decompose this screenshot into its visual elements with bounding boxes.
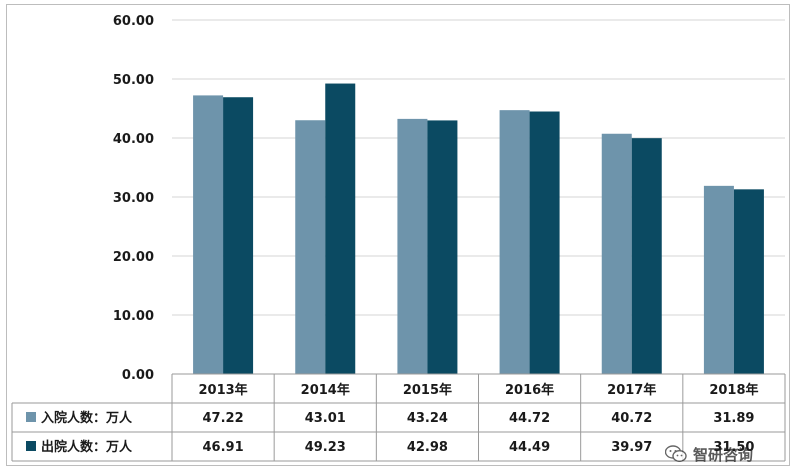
watermark-text: 智研咨询 (693, 445, 754, 464)
x-tick-label: 2015年 (403, 382, 452, 398)
data-label: 40.72 (611, 411, 652, 426)
legend-swatch (26, 441, 36, 451)
legend-label: 入院人数：万人 (41, 410, 133, 426)
data-label: 43.01 (305, 411, 346, 426)
data-label: 47.22 (203, 411, 244, 426)
data-label: 31.50 (713, 440, 754, 455)
data-label: 49.23 (305, 440, 346, 455)
bar-admissions (397, 118, 428, 374)
data-label: 42.98 (407, 440, 448, 455)
bar-discharges (733, 189, 764, 374)
x-tick-label: 2014年 (301, 382, 350, 398)
bar-discharges (325, 83, 356, 374)
bar-discharges (631, 138, 662, 374)
y-tick-label: 10.00 (113, 309, 154, 324)
bar-discharges (529, 111, 560, 374)
bar-admissions (601, 133, 632, 374)
x-tick-label: 2013年 (198, 382, 247, 398)
data-label: 46.91 (203, 440, 244, 455)
bar-discharges (427, 120, 458, 374)
wechat-icon (664, 445, 687, 463)
chart-frame (6, 4, 790, 466)
y-tick-label: 50.00 (113, 73, 154, 88)
x-tick-label: 2017年 (607, 382, 656, 398)
y-tick-label: 40.00 (113, 132, 154, 147)
bar-admissions (295, 120, 326, 374)
x-tick-label: 2016年 (505, 382, 554, 398)
legend-label: 出院人数：万人 (41, 439, 133, 455)
data-label: 43.24 (407, 411, 448, 426)
data-label: 44.49 (509, 440, 550, 455)
data-label: 31.89 (713, 411, 754, 426)
data-label: 44.72 (509, 411, 550, 426)
bar-admissions (499, 110, 530, 374)
legend-swatch (26, 412, 36, 422)
y-tick-label: 30.00 (113, 191, 154, 206)
bar-discharges (223, 97, 254, 374)
y-tick-label: 0.00 (122, 368, 154, 383)
y-tick-label: 20.00 (113, 250, 154, 265)
x-tick-label: 2018年 (709, 382, 758, 398)
watermark: 智研咨询 (664, 440, 775, 468)
y-tick-label: 60.00 (113, 14, 154, 29)
bar-admissions (193, 95, 224, 374)
bar-admissions (703, 185, 734, 374)
data-label: 39.97 (611, 440, 652, 455)
